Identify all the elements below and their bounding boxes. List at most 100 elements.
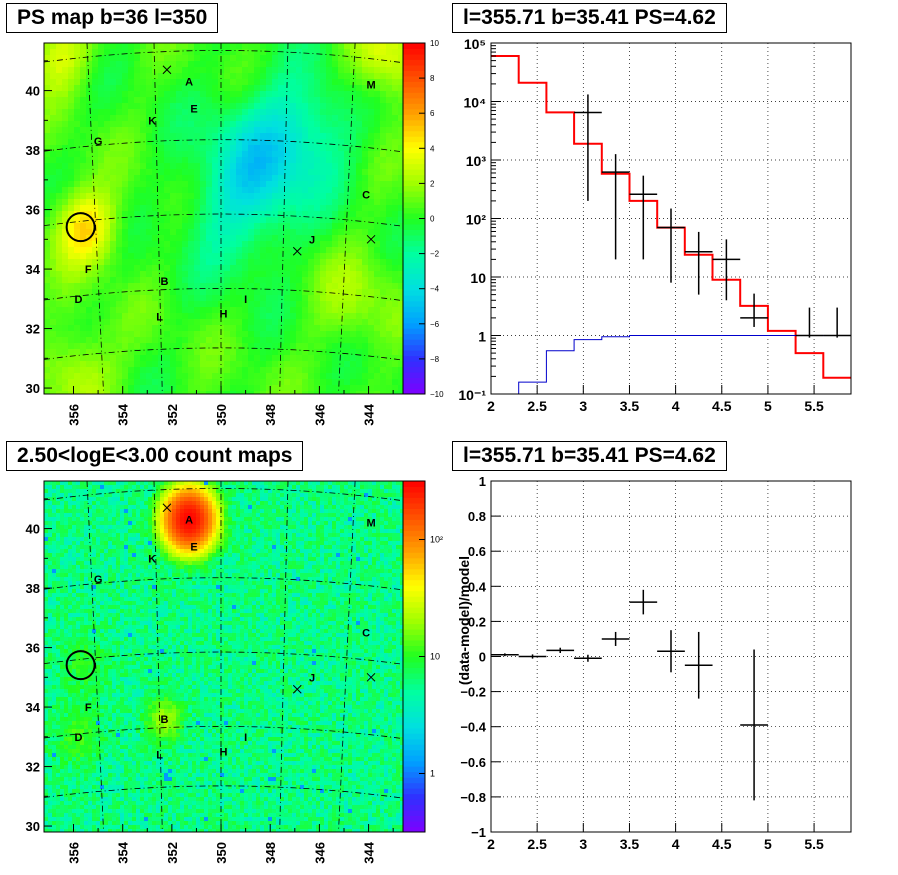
psmap-cell	[230, 319, 237, 326]
psmap-cell	[254, 79, 261, 86]
psmap-cell	[296, 163, 303, 170]
psmap-cell	[278, 289, 285, 296]
psmap-cell	[62, 229, 69, 236]
psmap-cell	[398, 325, 404, 332]
psmap-cell	[50, 235, 57, 242]
psmap-cell	[290, 361, 297, 368]
countmap-cell	[220, 509, 225, 514]
countmap-cell	[384, 501, 389, 506]
psmap-cell	[332, 385, 339, 392]
countmap-cell	[304, 513, 309, 518]
psmap-cell	[344, 49, 351, 56]
psmap-cell	[332, 109, 339, 116]
psmap-cell	[44, 265, 51, 272]
countmap-cell	[244, 525, 249, 530]
psmap-cell	[260, 259, 267, 266]
psmap-cell	[158, 259, 165, 266]
psmap-cell	[362, 187, 369, 194]
countmap-cell	[116, 521, 121, 526]
psmap-cell	[344, 229, 351, 236]
countmap-cell	[108, 485, 113, 490]
psmap-cell	[122, 355, 129, 362]
countmap-cell	[364, 485, 369, 490]
psmap-cell	[374, 193, 381, 200]
countmap-cell	[356, 525, 361, 530]
countmap-cell	[316, 521, 321, 526]
countmap-cell	[128, 525, 133, 530]
psmap-cell	[302, 373, 309, 380]
psmap-cell	[176, 97, 183, 104]
psmap-cell	[380, 319, 387, 326]
psmap-cell	[194, 55, 201, 62]
psmap-cell	[356, 349, 363, 356]
psmap-cell	[194, 175, 201, 182]
psmap-cell	[128, 223, 135, 230]
countmap-cell	[216, 505, 221, 510]
psmap-cell	[368, 223, 375, 230]
psmap-cell	[320, 67, 327, 74]
countmap-cell	[356, 509, 361, 514]
psmap-cell	[200, 109, 207, 116]
countmap-cell	[332, 501, 337, 506]
psmap-cell	[326, 211, 333, 218]
psmap-cell	[242, 85, 249, 92]
psmap-cell	[122, 151, 129, 158]
psmap-cell	[74, 55, 81, 62]
psmap-cell	[116, 121, 123, 128]
psmap-cell	[326, 181, 333, 188]
psmap-cell	[380, 193, 387, 200]
psmap-cell	[308, 175, 315, 182]
psmap-cell	[284, 43, 291, 50]
psmap-cell	[206, 343, 213, 350]
psmap-cell	[320, 301, 327, 308]
countmap-cell	[132, 517, 137, 522]
countmap-cell	[152, 489, 157, 494]
psmap-cell	[386, 385, 393, 392]
psmap-cell	[278, 79, 285, 86]
psmap-cell	[152, 175, 159, 182]
psmap-cell	[350, 307, 357, 314]
psmap-cell	[278, 109, 285, 116]
psmap-cell	[200, 61, 207, 68]
psmap-cell	[104, 391, 111, 395]
psmap-cell	[374, 385, 381, 392]
countmap-cell	[256, 525, 261, 530]
countmap-cell	[360, 493, 365, 498]
psmap-cell	[122, 343, 129, 350]
countmap-cell	[324, 493, 329, 498]
psmap-cell	[50, 337, 57, 344]
psmap-cell	[92, 193, 99, 200]
psmap-cell	[92, 391, 99, 395]
psmap-cell	[272, 325, 279, 332]
countmap-cell	[396, 485, 401, 490]
psmap-cell	[338, 79, 345, 86]
countmap-cell	[180, 505, 185, 510]
psmap-cell	[62, 187, 69, 194]
psmap-cell	[74, 127, 81, 134]
psmap-cell	[350, 247, 357, 254]
psmap-cell	[80, 289, 87, 296]
psmap-cell	[236, 115, 243, 122]
psmap-cell	[92, 169, 99, 176]
psmap-cell	[62, 349, 69, 356]
psmap-cell	[392, 259, 399, 266]
psmap-cell	[266, 43, 273, 50]
psmap-cell	[374, 205, 381, 212]
psmap-cell	[362, 73, 369, 80]
countmap-cell	[120, 497, 125, 502]
countmap-cell	[320, 501, 325, 506]
psmap-cell	[248, 115, 255, 122]
psmap-cell	[146, 319, 153, 326]
psmap-cell	[74, 319, 81, 326]
countmap-cell	[308, 497, 313, 502]
psmap-colorbar-label: −10	[430, 390, 444, 399]
psmap-cell	[152, 229, 159, 236]
psmap-cell	[74, 337, 81, 344]
psmap-colorbar-step	[403, 328, 425, 335]
countmap-cell	[112, 509, 117, 514]
psmap-cell	[272, 73, 279, 80]
countmap-cell	[352, 481, 357, 486]
countmap-cell	[228, 521, 233, 526]
psmap-cell	[272, 163, 279, 170]
psmap-cell	[236, 241, 243, 248]
